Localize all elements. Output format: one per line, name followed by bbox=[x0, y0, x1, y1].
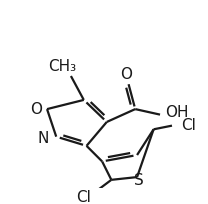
Text: Cl: Cl bbox=[76, 190, 91, 204]
Text: CH₃: CH₃ bbox=[48, 59, 76, 74]
Text: O: O bbox=[120, 67, 132, 82]
Text: OH: OH bbox=[165, 105, 188, 120]
Text: N: N bbox=[38, 131, 49, 146]
Text: Cl: Cl bbox=[181, 118, 196, 133]
Text: O: O bbox=[30, 102, 42, 117]
Text: S: S bbox=[134, 173, 144, 188]
